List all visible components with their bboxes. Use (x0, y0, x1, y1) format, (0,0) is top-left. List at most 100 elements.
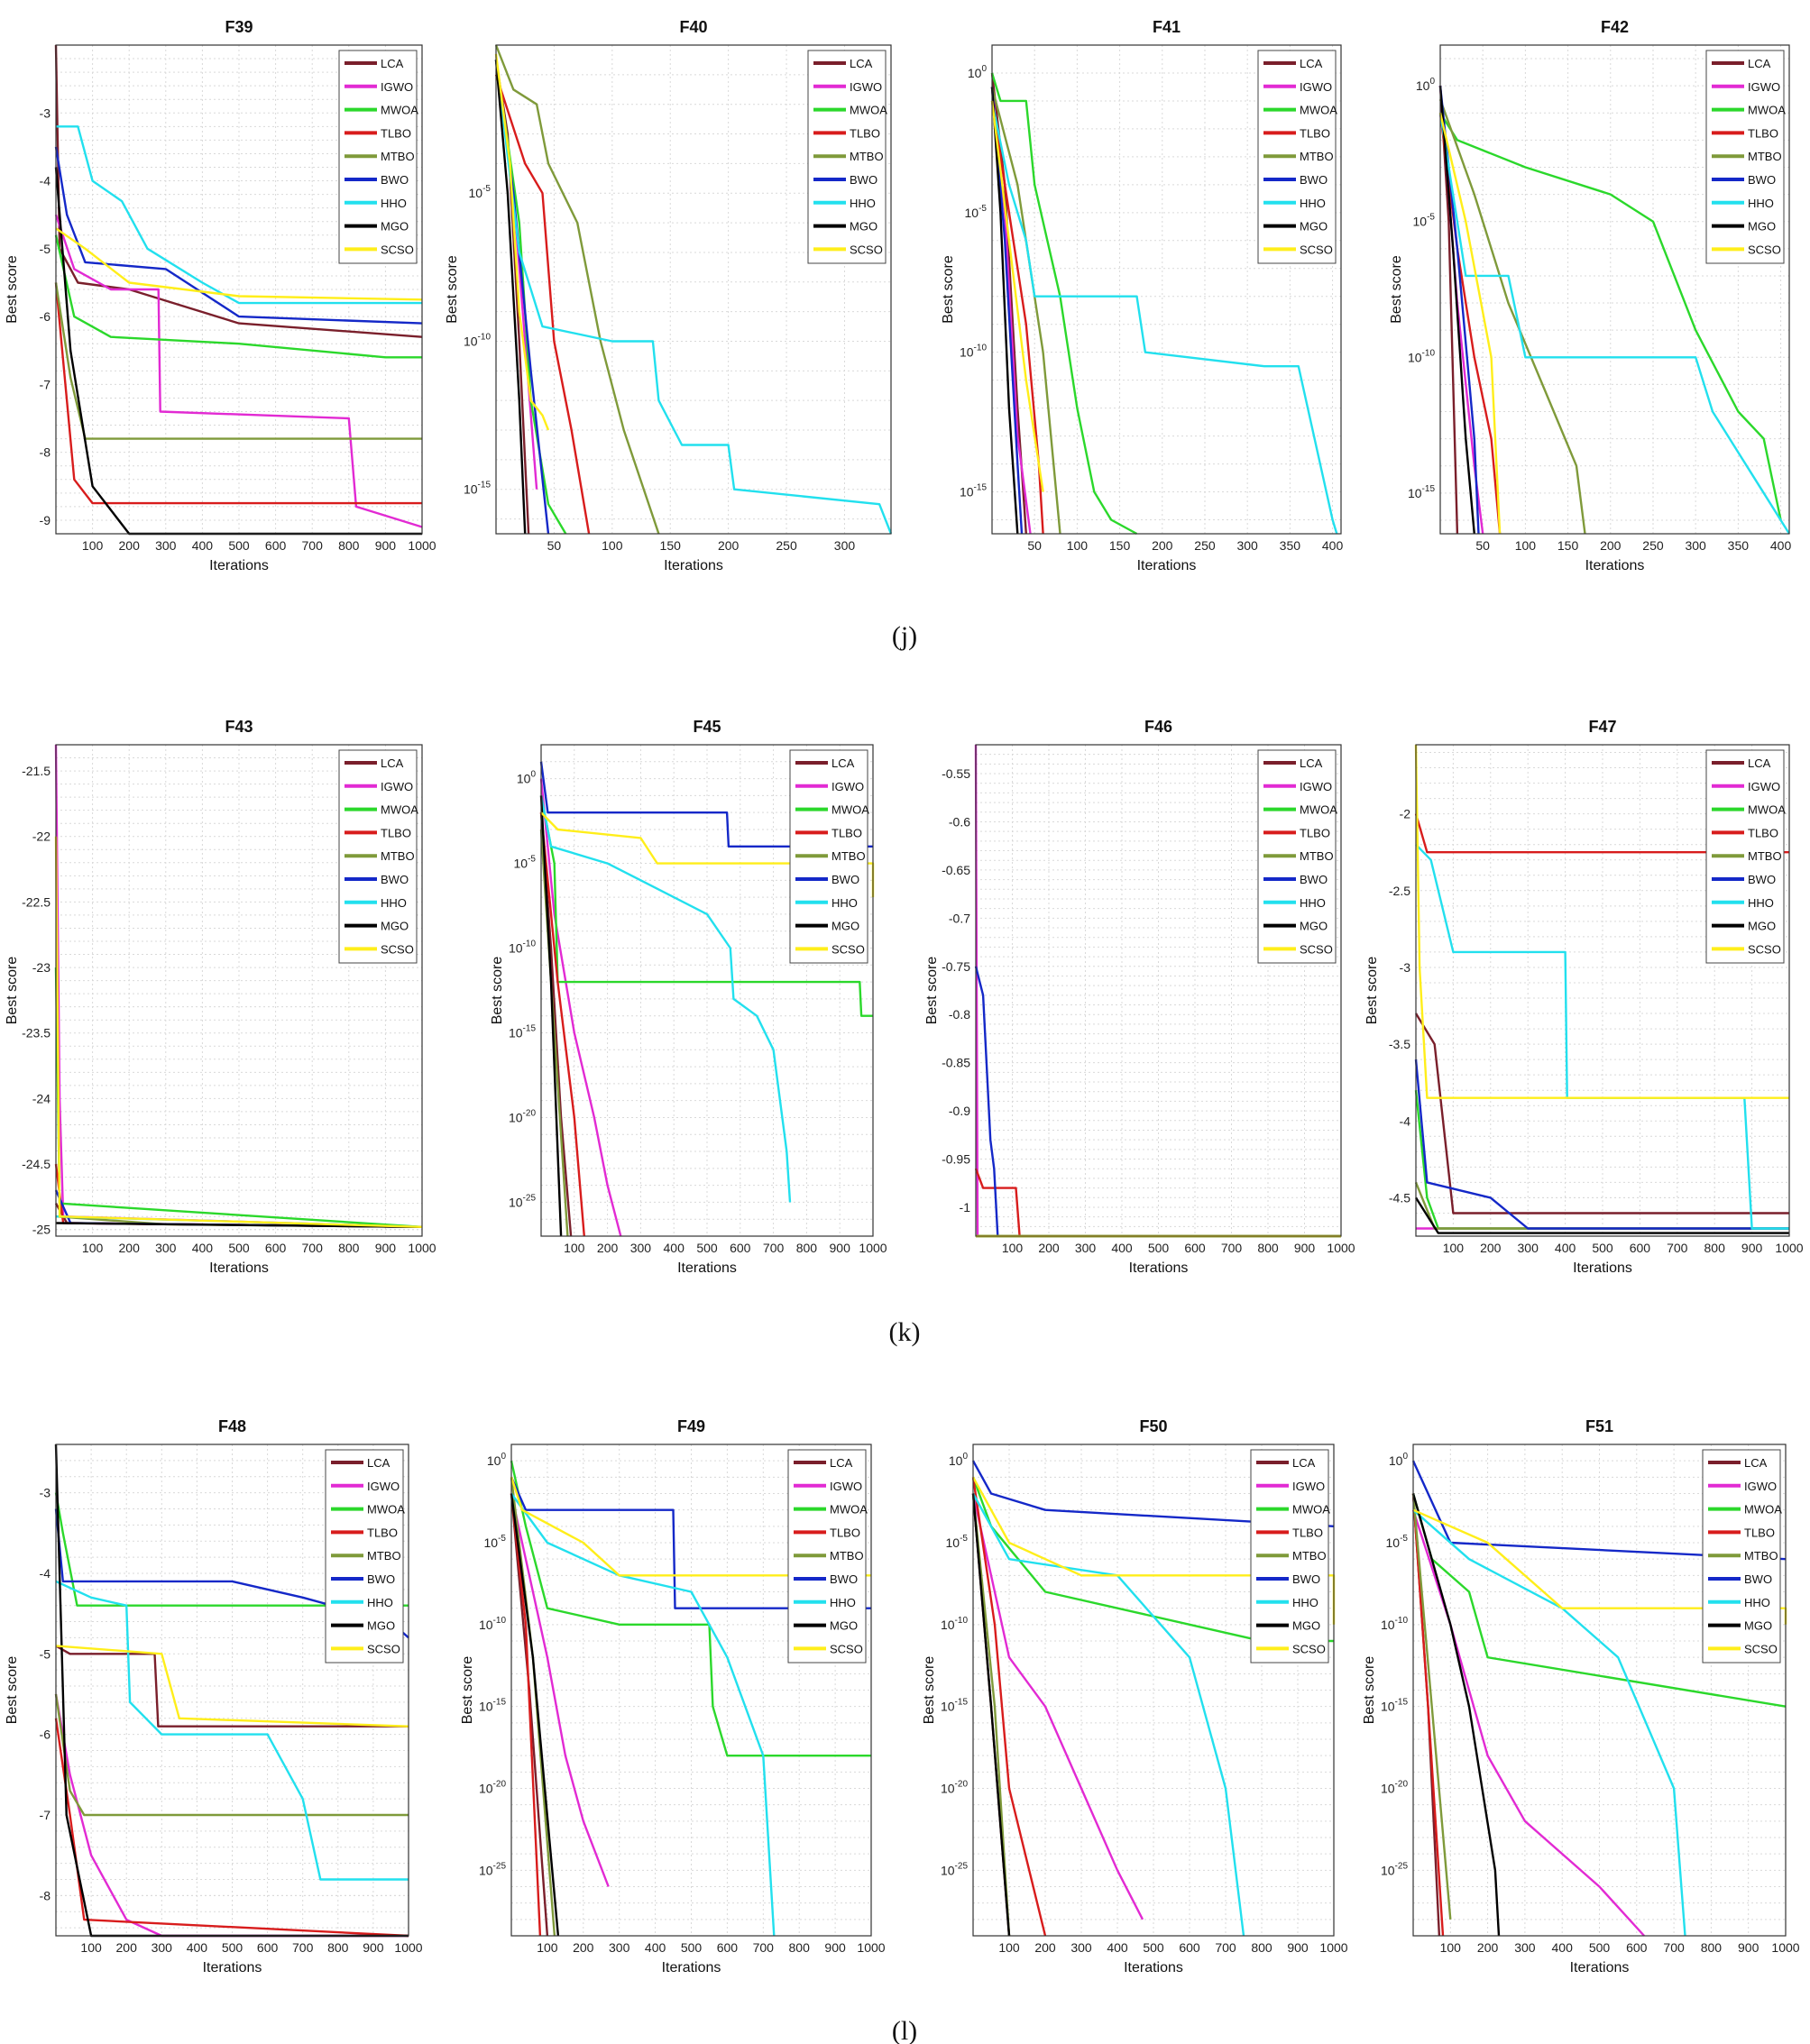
x-tick-label: 1000 (857, 1940, 885, 1955)
series-line-igwo (510, 1493, 610, 1887)
legend-label-scso: SCSO (1292, 1642, 1326, 1655)
x-tick-label: 200 (1152, 538, 1173, 553)
series-line-mwoa (539, 795, 873, 1017)
legend-label-mwoa: MWOA (1300, 104, 1337, 117)
series-line-scso (55, 1645, 409, 1728)
legend-label-mtbo: MTBO (381, 849, 415, 863)
plot-frame (991, 44, 1342, 535)
y-axis-label: Best score (5, 957, 20, 1025)
y-tick-label: 10-10 (960, 344, 987, 360)
x-tick-label: 1000 (1319, 1940, 1347, 1955)
plot-title: F49 (677, 1417, 705, 1435)
x-tick-label: 400 (192, 1241, 214, 1255)
x-tick-label: 800 (1257, 1241, 1279, 1255)
series-line-tlbo (54, 282, 422, 505)
legend-label-mwoa: MWOA (1744, 1503, 1782, 1517)
y-tick-label: -0.95 (942, 1152, 970, 1167)
y-tick-label: 10-15 (1408, 484, 1435, 500)
y-tick-label: -6 (40, 1728, 51, 1742)
legend-label-bwo: BWO (1744, 1572, 1772, 1586)
legend-label-mgo: MGO (1748, 920, 1776, 933)
y-tick-label: 10-25 (479, 1861, 506, 1877)
series-line-hho (1415, 843, 1789, 1230)
x-tick-label: 300 (1514, 1940, 1536, 1955)
legend-label-tlbo: TLBO (381, 826, 411, 839)
x-tick-label: 500 (681, 1940, 703, 1955)
legend-label-hho: HHO (1748, 197, 1774, 210)
legend-label-igwo: IGWO (850, 80, 882, 94)
y-tick-label: 10-25 (509, 1193, 536, 1209)
x-tick-label: 800 (338, 538, 360, 553)
series-line-mgo (971, 1493, 1011, 1937)
legend-label-mgo: MGO (830, 1619, 858, 1633)
x-tick-label: 800 (796, 1241, 818, 1255)
legend-label-mgo: MGO (1300, 220, 1328, 234)
legend-label-mwoa: MWOA (1748, 104, 1786, 117)
plot-frame (55, 44, 423, 535)
x-tick-label: 100 (1515, 538, 1537, 553)
legend-label-lca: LCA (367, 1456, 390, 1470)
series-line-scso (1438, 113, 1502, 535)
plot-frame (1412, 1444, 1787, 1937)
y-tick-label: -22 (32, 830, 51, 844)
legend-label-mwoa: MWOA (381, 803, 418, 817)
series-line-scso (494, 53, 550, 431)
series-line-hho (990, 100, 1338, 535)
series-line-mgo (1438, 86, 1475, 535)
series-line-bwo (539, 761, 873, 848)
legend: LCA IGWO MWOA TLBO MTBO BWO HHO MGO SCSO (1250, 1449, 1330, 1664)
y-tick-label: -23.5 (22, 1026, 51, 1040)
y-tick-label: 10-10 (464, 332, 491, 348)
plot-frame (495, 44, 892, 535)
y-tick-label: -4.5 (1389, 1190, 1410, 1205)
x-tick-label: 300 (609, 1940, 630, 1955)
series-line-bwo (971, 1460, 1335, 1527)
x-tick-label: 300 (152, 1940, 173, 1955)
legend: LCA IGWO MWOA TLBO MTBO BWO HHO MGO SCSO (807, 50, 887, 264)
series-line-mwoa (1438, 112, 1782, 521)
x-tick-label: 600 (1179, 1940, 1200, 1955)
legend-label-igwo: IGWO (381, 780, 413, 793)
y-tick-label: -0.7 (949, 911, 970, 925)
series-line-scso (510, 1476, 871, 1577)
series-line-scso (990, 100, 1044, 492)
legend-label-igwo: IGWO (1300, 80, 1332, 94)
plot-panel-f42: F42 50 100 150 200 250 300 350 400 100 10-5 10-10 10… (1389, 18, 1791, 573)
x-tick-label: 700 (1221, 1241, 1243, 1255)
x-tick-label: 100 (564, 1241, 585, 1255)
plot-title: F48 (218, 1417, 246, 1435)
series-line-hho (55, 1580, 409, 1881)
legend-label-scso: SCSO (1300, 942, 1333, 956)
legend-label-scso: SCSO (1748, 243, 1781, 256)
plot-frame (972, 1444, 1335, 1937)
x-tick-label: 500 (222, 1940, 243, 1955)
x-tick-label: 100 (80, 1940, 102, 1955)
legend-label-igwo: IGWO (367, 1480, 400, 1493)
plot-title: F43 (225, 718, 253, 736)
legend-label-hho: HHO (367, 1596, 393, 1609)
x-tick-label: 900 (363, 1940, 384, 1955)
legend-label-lca: LCA (1300, 57, 1323, 70)
x-tick-label: 900 (1738, 1940, 1759, 1955)
plot-title: F41 (1153, 18, 1181, 36)
x-tick-label: 700 (302, 538, 324, 553)
legend-label-scso: SCSO (831, 942, 865, 956)
x-tick-label: 400 (1552, 1940, 1574, 1955)
legend-label-mtbo: MTBO (831, 849, 866, 863)
x-tick-label: 900 (1287, 1940, 1309, 1955)
x-tick-label: 600 (265, 1241, 287, 1255)
plot-panel-f45: F45 100 200 300 400 500 600 700 800 900 1000 100 10-… (490, 718, 887, 1276)
legend-label-mtbo: MTBO (1300, 849, 1334, 863)
series-line-scso (54, 836, 423, 1228)
legend-label-scso: SCSO (367, 1642, 400, 1655)
legend-label-hho: HHO (830, 1596, 856, 1609)
y-tick-label: -6 (40, 309, 51, 324)
y-tick-label: 10-20 (479, 1780, 506, 1796)
x-tick-label: 200 (116, 1940, 138, 1955)
plot-title: F39 (225, 18, 253, 36)
x-tick-label: 200 (119, 538, 141, 553)
series-line-mtbo (54, 282, 422, 440)
x-tick-label: 200 (119, 1241, 141, 1255)
x-tick-label: 900 (375, 1241, 397, 1255)
series-line-mgo (510, 1493, 560, 1937)
